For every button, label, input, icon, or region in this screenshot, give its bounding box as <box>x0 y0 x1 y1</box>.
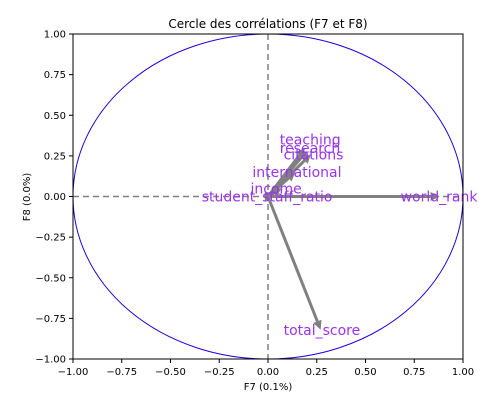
y-tick-label: −0.50 <box>35 273 66 284</box>
x-tick-label: −0.25 <box>204 367 235 378</box>
y-tick-label: −1.00 <box>35 355 66 366</box>
y-axis-title: F8 (0.0%) <box>22 173 33 222</box>
y-axis: −1.00 −0.75 −0.50 −0.25 0.00 0.25 0.50 0.75 1.00 <box>35 30 73 366</box>
label-total-score: total_score <box>284 323 361 339</box>
x-tick-label: 0.25 <box>306 367 328 378</box>
arrow-shaft <box>268 197 317 322</box>
arrow-total-score <box>268 197 322 330</box>
label-international: international <box>252 165 341 181</box>
x-tick-label: −0.50 <box>155 367 186 378</box>
x-tick-label: 1.00 <box>452 367 474 378</box>
x-axis-title: F7 (0.1%) <box>244 382 293 393</box>
chart-title: Cercle des corrélations (F7 et F8) <box>168 17 367 31</box>
y-tick-label: 0.75 <box>44 70 66 81</box>
label-world-rank: world_rank <box>401 190 479 206</box>
x-tick-label: 0.75 <box>403 367 425 378</box>
x-tick-label: −1.00 <box>58 367 89 378</box>
y-tick-label: 0.00 <box>44 192 66 203</box>
x-tick-label: −0.75 <box>106 367 137 378</box>
x-tick-label: 0.00 <box>257 367 279 378</box>
x-tick-label: 0.50 <box>354 367 376 378</box>
y-tick-label: −0.25 <box>35 233 66 244</box>
label-citations: citations <box>284 147 344 163</box>
y-tick-label: 1.00 <box>44 30 66 41</box>
y-tick-label: −0.75 <box>35 314 66 325</box>
x-axis: −1.00 −0.75 −0.50 −0.25 0.00 0.25 0.50 0.75 1.00 <box>58 359 474 378</box>
y-tick-label: 0.25 <box>44 151 66 162</box>
y-tick-label: 0.50 <box>44 111 66 122</box>
plot-area: teachingresearchcitationsinternationalin… <box>73 34 478 359</box>
label-student-staff-ratio: student_staff_ratio <box>202 190 333 206</box>
